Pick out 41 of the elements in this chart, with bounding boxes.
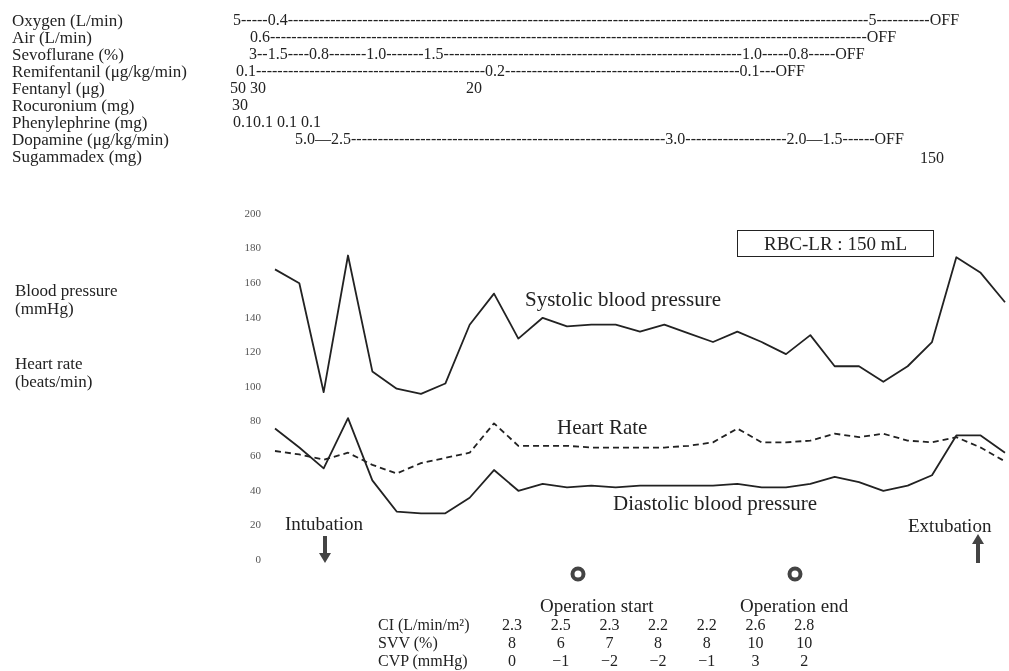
annotation: RBC-LR : 150 mL <box>737 230 935 257</box>
y-tick-label: 80 <box>250 414 262 427</box>
text: 3--1.5----0.8-------1.0-------1.5--------------------------------------------------------1.0-----0.8-----OFF <box>249 45 865 62</box>
text: 30 <box>232 96 248 113</box>
text: 8 6 7 8 8 10 10 <box>508 634 813 651</box>
y-tick-label: 60 <box>250 449 262 462</box>
text: CVP (mmHg) <box>378 652 468 669</box>
series-label: Diastolic blood pressure <box>613 491 818 515</box>
text: Sevoflurane (%) <box>12 45 124 64</box>
text: Operation start <box>540 595 654 616</box>
text: 2.3 2.5 2.3 2.2 2.2 2.6 2.8 <box>502 616 815 633</box>
text: Blood pressure (mmHg) <box>15 281 119 318</box>
annotation: Extubation <box>908 515 992 536</box>
text: 50 30 <box>230 79 266 96</box>
text: Remifentanil (μg/kg/min) <box>12 62 187 81</box>
y-tick-label: 20 <box>250 518 262 531</box>
y-tick-label: 0 <box>255 552 262 565</box>
text: Oxygen (L/min) <box>12 11 123 30</box>
text: 0.1-------------------------------------------0.2--------------------------------------------0.1---OFF <box>236 62 805 79</box>
y-tick-label: 40 <box>250 483 262 496</box>
text: 5.0—2.5-----------------------------------------------------------3.0-------------------2.0—1.5------OFF <box>295 130 904 147</box>
series-label: Heart Rate <box>557 415 648 439</box>
text: CI (L/min/m²) <box>378 616 470 633</box>
text: Operation end <box>740 595 849 616</box>
annotation: Intubation <box>285 513 364 534</box>
text: 0.10.1 0.1 0.1 <box>233 113 321 130</box>
text: 150 <box>920 149 944 166</box>
text: 5-----0.4-------------------------------------------------------------------------------------------------------------5----------OFF <box>233 11 960 28</box>
y-tick-label: 160 <box>244 276 262 289</box>
text: 20 <box>466 79 482 96</box>
text: SVV (%) <box>378 634 438 651</box>
y-tick-label: 100 <box>244 379 262 392</box>
text: Heart rate (beats/min) <box>15 354 94 391</box>
text: 0 −1 −2 −2 −1 3 2 <box>508 652 809 669</box>
y-tick-label: 140 <box>244 310 262 323</box>
y-tick-label: 180 <box>244 241 262 254</box>
y-tick-label: 120 <box>244 345 262 358</box>
text: 0.6----------------------------------------------------------------------------------------------------------------OFF <box>250 28 897 45</box>
text: Fentanyl (μg) <box>12 79 105 98</box>
series-label: Systolic blood pressure <box>525 287 721 311</box>
y-tick-label: 200 <box>244 206 262 219</box>
